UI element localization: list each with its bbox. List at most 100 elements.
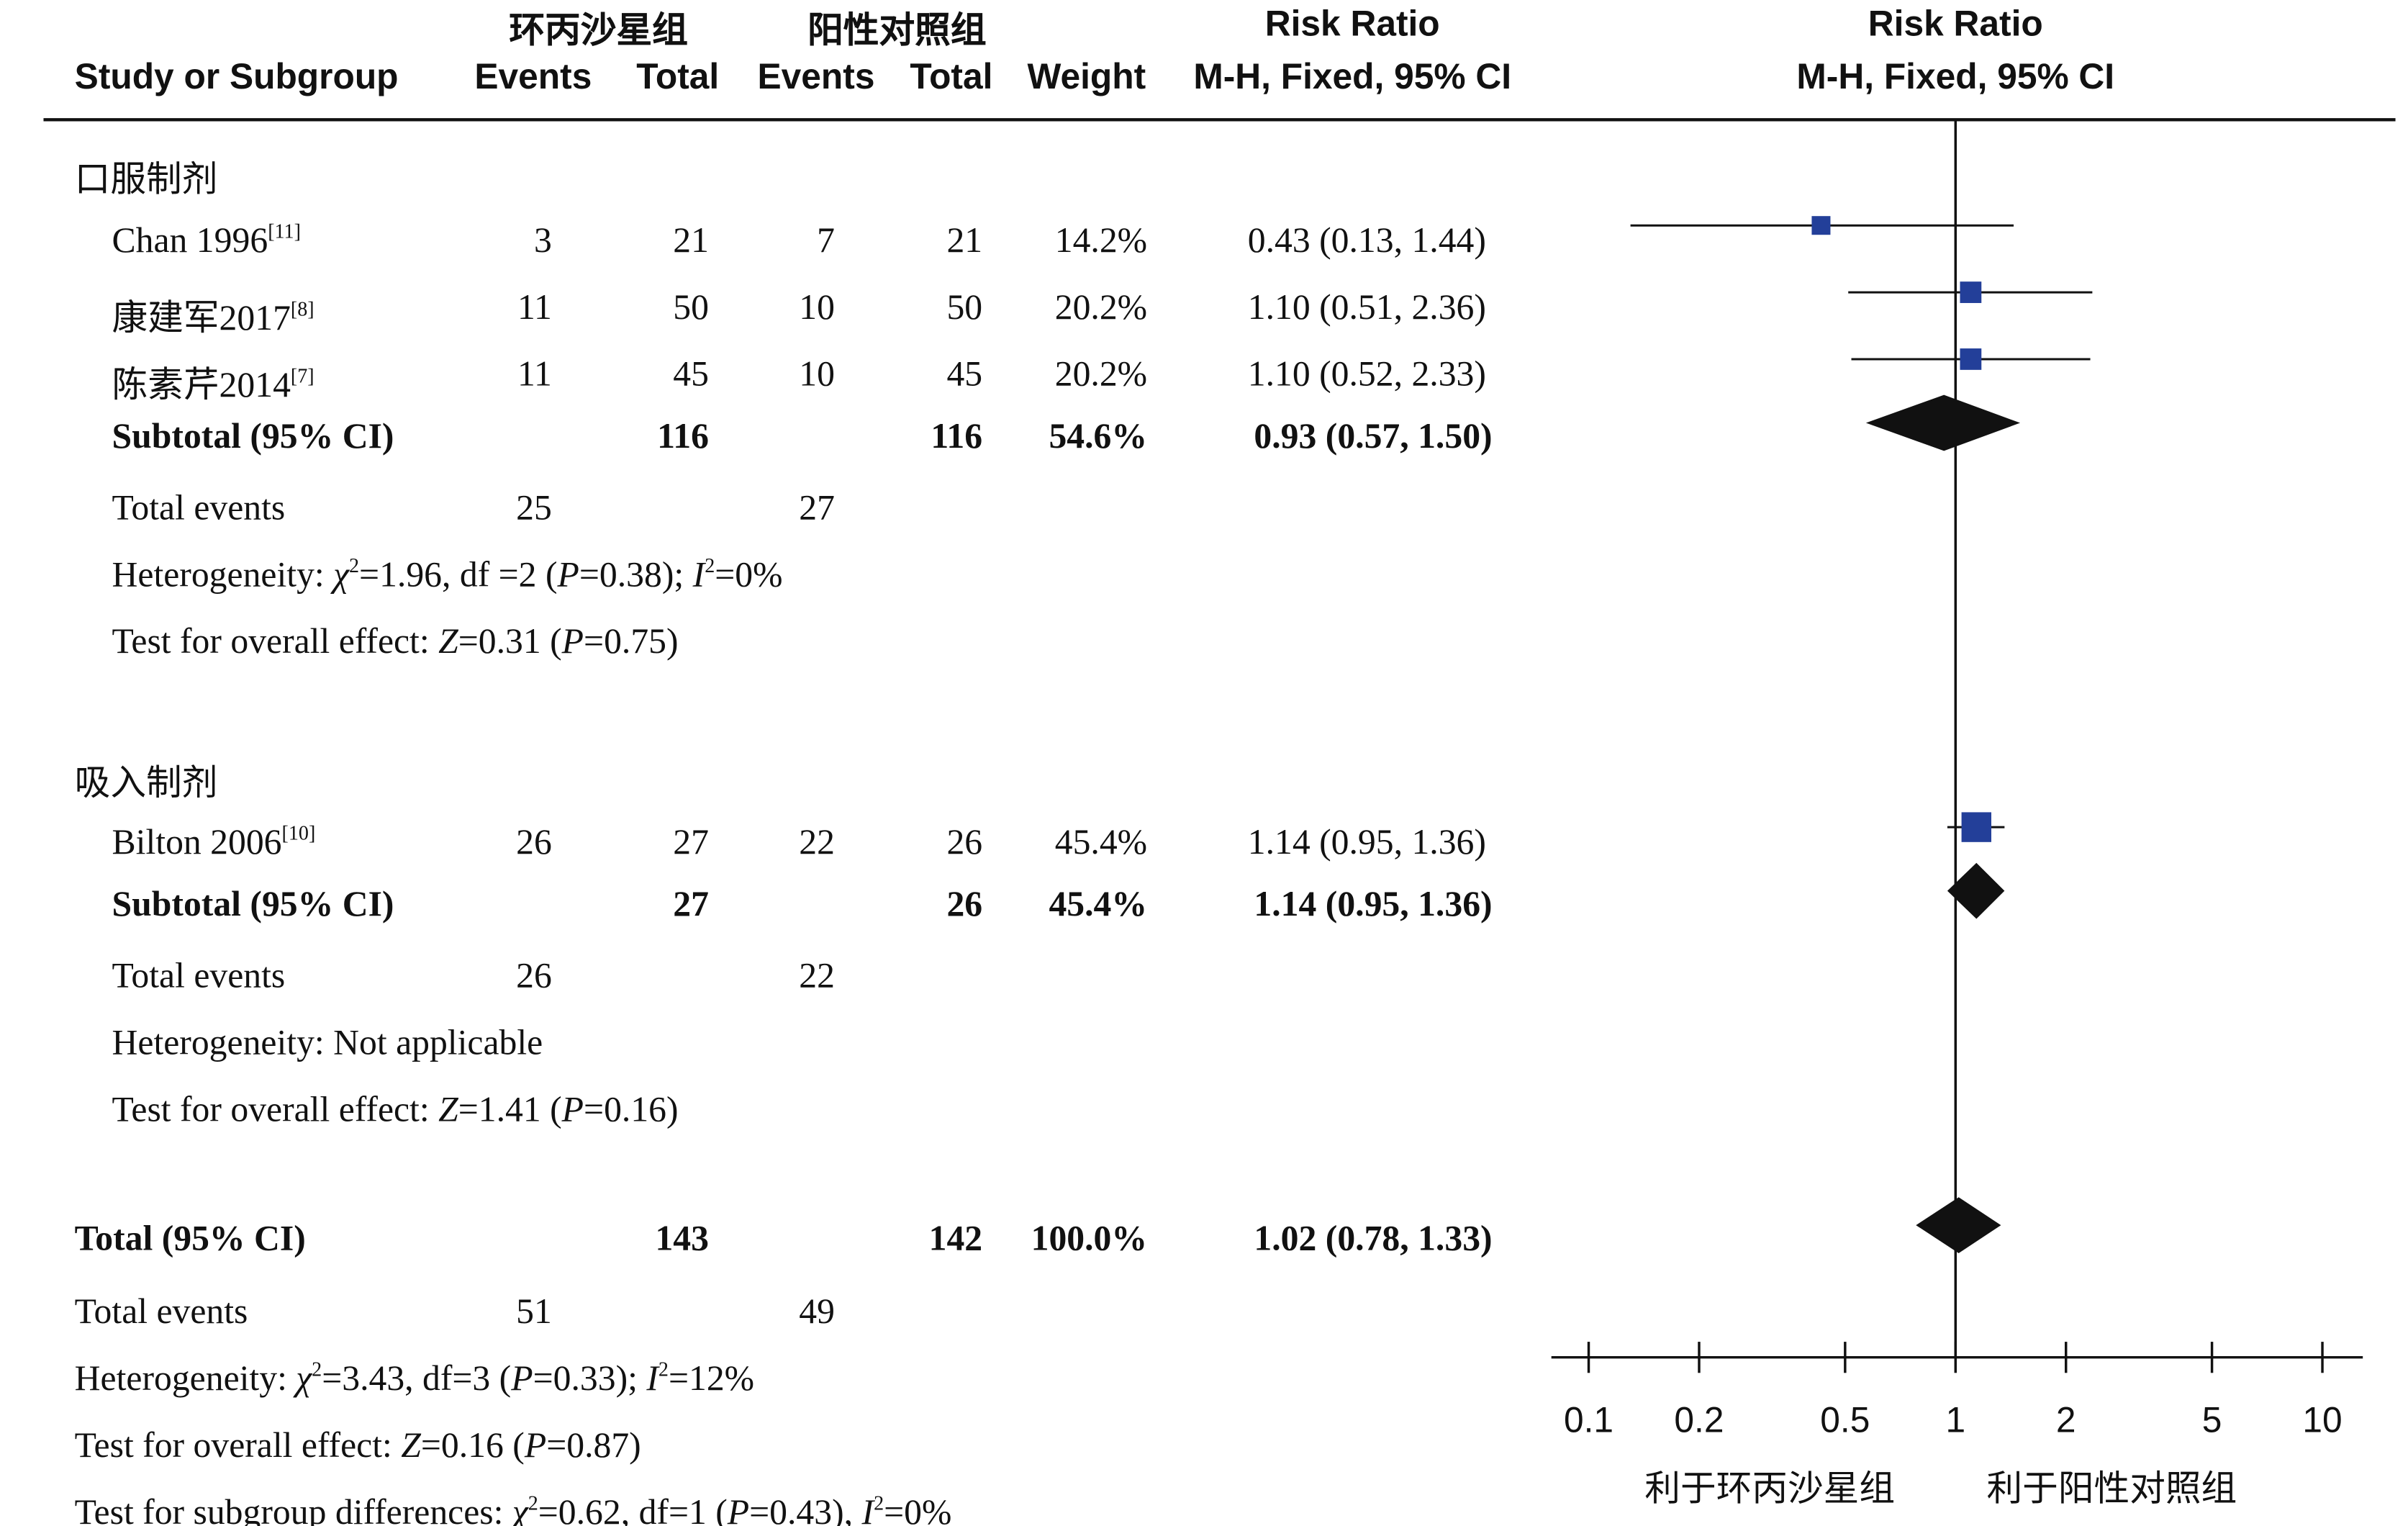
total-overall-effect-text: Test for overall effect: Z=0.16 (P=0.87) (75, 1426, 641, 1466)
z-value: =0.31 ( (458, 622, 562, 662)
chi-value: =1.96, df =2 ( (359, 555, 558, 595)
point-estimate-square (1961, 812, 1991, 842)
events2-value: 7 (817, 220, 835, 260)
total-events1: 51 (516, 1291, 552, 1331)
study-marker (1947, 812, 2005, 842)
weight-value: 20.2% (1054, 354, 1148, 394)
subtotal-label: Subtotal (95% CI) (112, 416, 394, 456)
i-superscript: 2 (658, 1357, 669, 1381)
chi-value: =0.62, df=1 ( (538, 1492, 728, 1526)
weight-value: 20.2% (1054, 287, 1148, 327)
total-events1: 26 (516, 956, 552, 995)
axis-ticks (1587, 1342, 2324, 1373)
study-reference: [7] (290, 364, 314, 387)
events2-value: 10 (799, 354, 835, 394)
p-symbol: P (561, 1090, 584, 1129)
p-symbol: P (561, 622, 584, 662)
heterogeneity-prefix: Heterogeneity: (74, 1358, 297, 1398)
p-symbol: P (557, 555, 579, 595)
total1-value: 21 (673, 220, 709, 260)
p-value: =0.87) (546, 1425, 641, 1465)
events2-value: 10 (799, 287, 835, 327)
axis-tick-label: 2 (2055, 1399, 2076, 1440)
diff-prefix: Test for subgroup differences: (74, 1492, 512, 1526)
total1-value: 45 (673, 354, 709, 394)
i-superscript: 2 (874, 1491, 884, 1514)
subtotal-total1: 116 (657, 416, 709, 456)
total1-value: 50 (673, 287, 709, 327)
total-events-label: Total events (112, 956, 286, 995)
subtotal-ci: 0.93 (0.57, 1.50) (1254, 416, 1493, 456)
study-reference: [11] (268, 219, 301, 243)
events1-value: 3 (533, 220, 552, 260)
events1-value: 11 (517, 354, 552, 394)
overall-prefix: Test for overall effect: (112, 1090, 439, 1129)
axis-tick-label: 0.1 (1563, 1399, 1614, 1440)
point-estimate-square (1811, 216, 1831, 235)
axis-tick-label: 0.5 (1820, 1399, 1870, 1440)
heterogeneity-text: Heterogeneity: χ2=1.96, df =2 (P=0.38); … (112, 555, 783, 595)
i-symbol: I (646, 1358, 658, 1398)
total-events-label: Total events (74, 1291, 248, 1331)
favours-right-label: 利于阳性对照组 (1986, 1468, 2237, 1509)
i-symbol: I (692, 555, 705, 595)
total2-value: 50 (946, 287, 983, 327)
total-events1: 25 (516, 488, 552, 528)
p-value: =0.75) (584, 622, 679, 662)
overall-effect-text: Test for overall effect: Z=1.41 (P=0.16) (112, 1090, 679, 1130)
study-name: Bilton 2006[10] (112, 823, 316, 863)
heterogeneity-prefix: Heterogeneity: (112, 555, 334, 595)
events1-header: Events (474, 55, 592, 96)
study-reference: [10] (281, 821, 316, 844)
pooled-estimate-diamond (1947, 862, 2005, 919)
study-label: Chan 1996 (112, 220, 268, 260)
overall-effect-text: Test for overall effect: Z=0.31 (P=0.75) (112, 622, 679, 662)
axis-tick-label: 10 (2302, 1399, 2343, 1440)
pooled-estimate-diamond (1865, 394, 2021, 451)
ci-value: 1.10 (0.52, 2.33) (1247, 354, 1486, 394)
study-name: Chan 1996[11] (112, 221, 301, 261)
subgroup-title: 口服制剂 (74, 158, 218, 199)
subtotal-weight: 45.4% (1049, 885, 1148, 924)
subtotal-label: Subtotal (95% CI) (112, 885, 394, 924)
chi-symbol: χ (512, 1492, 528, 1526)
subtotal-ci: 1.14 (0.95, 1.36) (1254, 885, 1493, 924)
plot-title-header: Risk Ratio (1868, 3, 2043, 44)
subgroup-differences-text: Test for subgroup differences: χ 2 =0.62, … (75, 1493, 952, 1526)
group1-header: 环丙沙星组 (509, 9, 688, 50)
overall-prefix: Test for overall effect: (74, 1425, 402, 1465)
total-events2: 22 (799, 956, 835, 995)
rr-method-header: M-H, Fixed, 95% CI (1193, 55, 1512, 96)
total2-header: Total (910, 55, 993, 96)
subtotal-weight: 54.6% (1049, 416, 1148, 456)
study-marker (1851, 348, 2091, 370)
z-value: =0.16 ( (420, 1425, 525, 1465)
study-reference: [8] (290, 297, 314, 320)
total-weight: 100.0% (1031, 1219, 1148, 1258)
study-label: 陈素芹2014 (112, 365, 291, 405)
p-symbol: P (511, 1358, 533, 1398)
total-events-label: Total events (112, 488, 286, 528)
study-column-header: Study or Subgroup (74, 55, 399, 96)
study-name: 陈素芹2014[7] (112, 354, 314, 407)
chi-symbol: χ (296, 1358, 312, 1398)
ci-value: 1.10 (0.51, 2.36) (1247, 287, 1486, 327)
axis-tick-label: 1 (1945, 1399, 1966, 1440)
point-estimate-square (1960, 281, 1982, 303)
i-symbol: I (861, 1492, 874, 1526)
axis-tick-label: 0.2 (1674, 1399, 1724, 1440)
p-value: =0.43), (749, 1492, 862, 1526)
plot-method-header: M-H, Fixed, 95% CI (1796, 55, 2115, 96)
plot-marks (1630, 216, 2093, 1253)
p-symbol: P (524, 1425, 547, 1465)
total2-value: 45 (946, 354, 983, 394)
study-marker (1848, 281, 2093, 303)
events1-value: 26 (516, 822, 552, 862)
total-label: Total (95% CI) (74, 1219, 306, 1258)
total-events2: 27 (799, 488, 835, 528)
ci-value: 1.14 (0.95, 1.36) (1247, 822, 1486, 862)
weight-header: Weight (1027, 55, 1146, 96)
z-symbol: Z (438, 1090, 458, 1129)
i-value: =12% (668, 1358, 755, 1398)
